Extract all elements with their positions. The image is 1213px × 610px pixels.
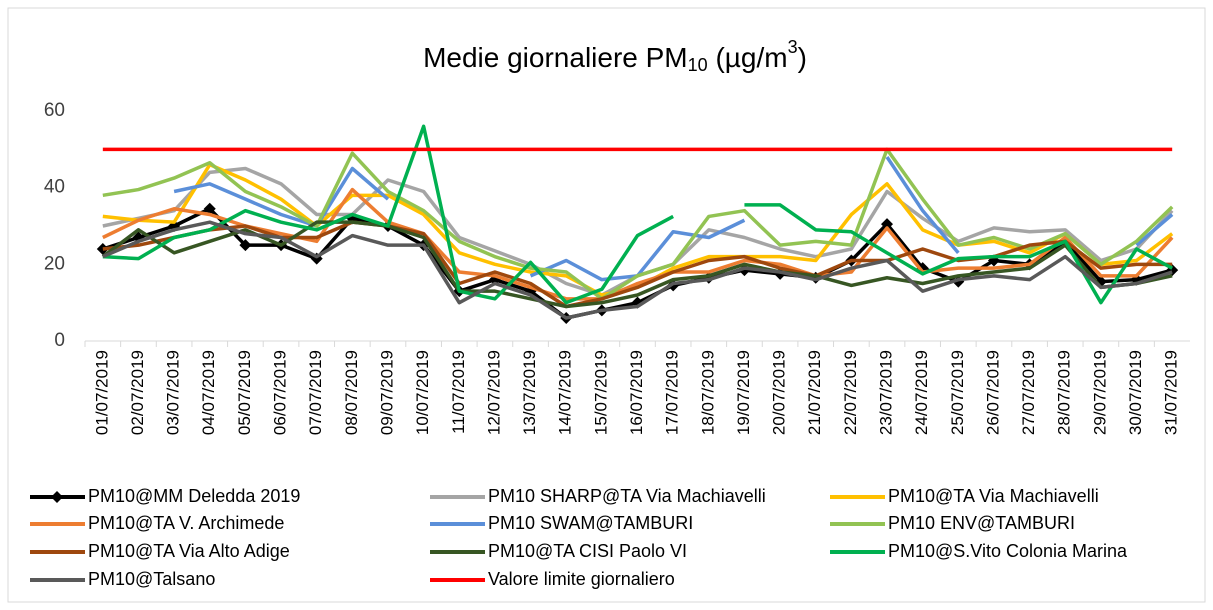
y-tick-label: 40 bbox=[44, 177, 65, 198]
x-tick-label: 12/07/2019 bbox=[484, 350, 503, 435]
x-tick-label: 20/07/2019 bbox=[770, 350, 789, 435]
x-tick-label: 07/07/2019 bbox=[306, 350, 325, 435]
legend-label: PM10@TA Via Alto Adige bbox=[88, 541, 290, 561]
x-tick-label: 24/07/2019 bbox=[912, 350, 931, 435]
series-line bbox=[101, 220, 1173, 309]
point-marker bbox=[310, 252, 323, 265]
x-tick-label: 17/07/2019 bbox=[663, 350, 682, 435]
legend-label: PM10@TA CISI Paolo VI bbox=[488, 541, 687, 561]
legend-label: PM10@MM Deledda 2019 bbox=[88, 486, 300, 506]
chart-title: Medie giornaliere PM10 (µg/m3) bbox=[423, 37, 807, 75]
chart-border bbox=[7, 7, 1206, 603]
x-tick-label: 04/07/2019 bbox=[199, 350, 218, 435]
x-tick-label: 22/07/2019 bbox=[841, 350, 860, 435]
x-tick-label: 21/07/2019 bbox=[805, 350, 824, 435]
title-superscript: 3 bbox=[788, 37, 798, 57]
x-tick-label: 14/07/2019 bbox=[556, 350, 575, 435]
legend-label: PM10@TA Via Machiavelli bbox=[888, 486, 1099, 506]
series-line bbox=[102, 220, 1173, 320]
point-marker bbox=[881, 218, 894, 231]
point-marker bbox=[239, 239, 252, 252]
x-tick-label: 15/07/2019 bbox=[591, 350, 610, 435]
x-tick-label: 26/07/2019 bbox=[983, 350, 1002, 435]
legend-label: PM10@S.Vito Colonia Marina bbox=[888, 541, 1128, 561]
x-tick-label: 05/07/2019 bbox=[235, 350, 254, 435]
x-tick-label: 03/07/2019 bbox=[164, 350, 183, 435]
x-tick-label: 27/07/2019 bbox=[1019, 350, 1038, 435]
x-tick-label: 31/07/2019 bbox=[1162, 350, 1181, 435]
y-tick-label: 60 bbox=[44, 100, 65, 121]
x-tick-label: 18/07/2019 bbox=[698, 350, 717, 435]
legend-label: Valore limite giornaliero bbox=[488, 569, 675, 589]
legend-label: PM10@Talsano bbox=[88, 569, 215, 589]
x-tick-label: 08/07/2019 bbox=[342, 350, 361, 435]
title-subscript: 10 bbox=[688, 55, 708, 75]
legend-label: PM10 SWAM@TAMBURI bbox=[488, 513, 693, 533]
x-tick-label: 29/07/2019 bbox=[1090, 350, 1109, 435]
x-tick-label: 19/07/2019 bbox=[734, 350, 753, 435]
x-tick-label: 10/07/2019 bbox=[413, 350, 432, 435]
legend-label: PM10 ENV@TAMBURI bbox=[888, 513, 1075, 533]
y-tick-label: 20 bbox=[44, 253, 65, 274]
x-tick-label: 28/07/2019 bbox=[1055, 350, 1074, 435]
x-tick-label: 30/07/2019 bbox=[1126, 350, 1145, 435]
x-tick-label: 11/07/2019 bbox=[449, 350, 468, 434]
x-tick-label: 09/07/2019 bbox=[377, 350, 396, 435]
legend-label: PM10@TA V. Archimede bbox=[88, 513, 284, 533]
point-marker bbox=[203, 202, 216, 215]
x-tick-label: 06/07/2019 bbox=[271, 350, 290, 435]
x-tick-label: 23/07/2019 bbox=[877, 350, 896, 435]
x-tick-label: 02/07/2019 bbox=[128, 350, 147, 435]
legend-marker bbox=[51, 491, 63, 503]
title-part: (µg/m bbox=[708, 42, 788, 73]
legend-label: PM10 SHARP@TA Via Machiavelli bbox=[488, 486, 766, 506]
x-tick-label: 13/07/2019 bbox=[520, 350, 539, 435]
x-tick-label: 01/07/2019 bbox=[92, 350, 111, 435]
x-tick-label: 25/07/2019 bbox=[948, 350, 967, 435]
title-part: ) bbox=[798, 42, 807, 73]
series-line bbox=[102, 124, 1174, 305]
y-tick-label: 0 bbox=[54, 330, 65, 351]
title-part: Medie giornaliere PM bbox=[423, 42, 688, 73]
series-line bbox=[102, 147, 1174, 301]
x-tick-label: 16/07/2019 bbox=[627, 350, 646, 435]
series-line bbox=[102, 187, 1174, 301]
